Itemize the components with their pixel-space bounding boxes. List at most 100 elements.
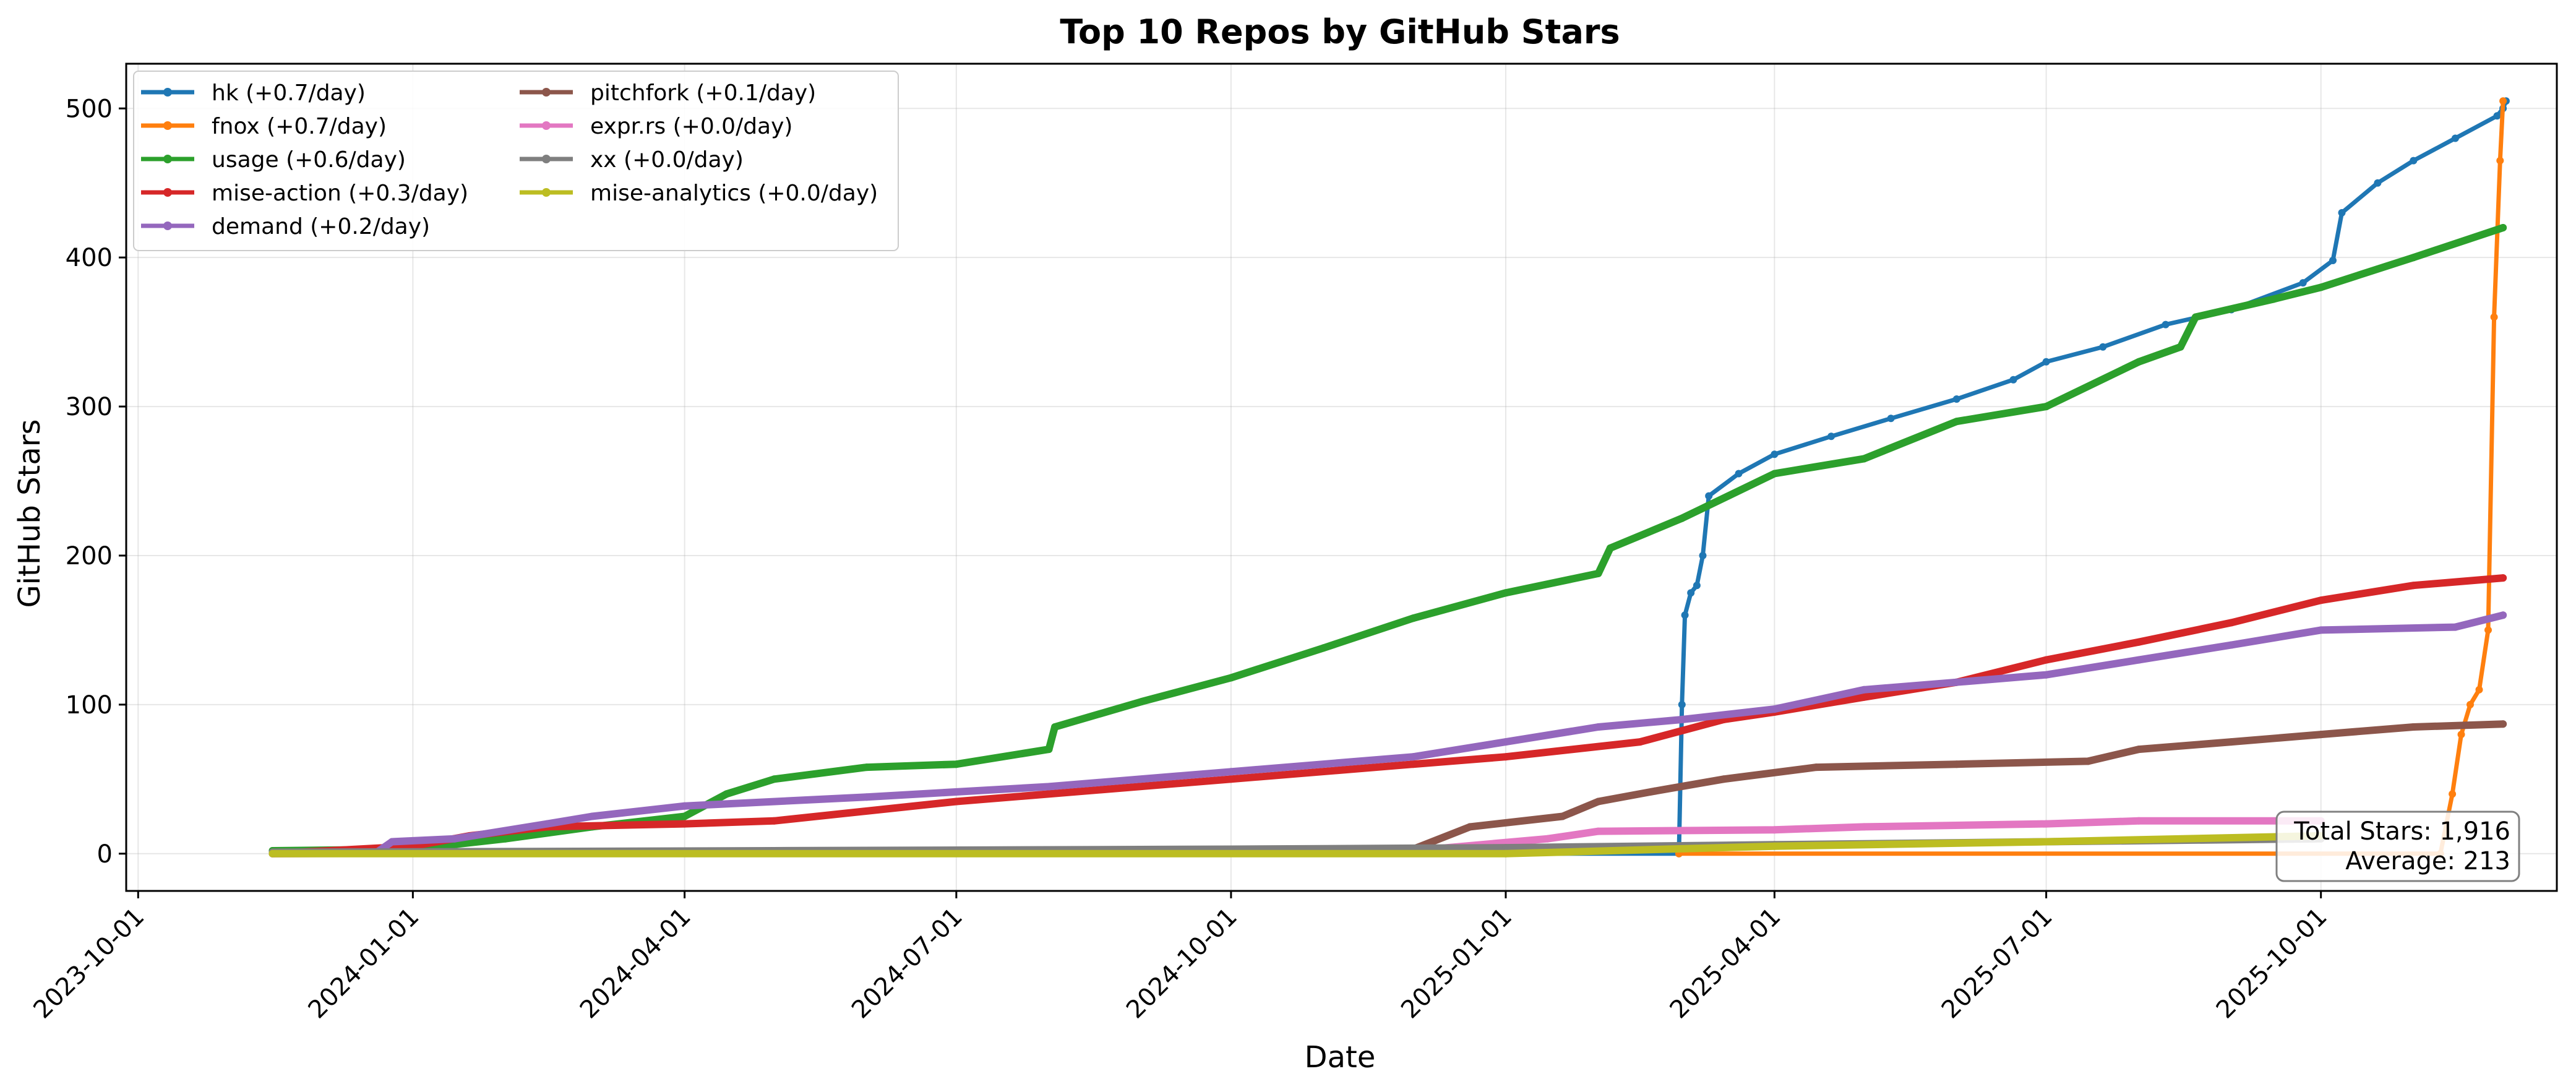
- data-point: [1699, 552, 1707, 559]
- legend-label: expr.rs (+0.0/day): [590, 114, 792, 139]
- data-point: [952, 798, 960, 806]
- legend-item: hk (+0.7/day): [141, 80, 366, 106]
- series-mise-action: [268, 574, 2507, 858]
- series-hk: [268, 97, 2510, 858]
- x-tick-label: 2024-04-01: [575, 903, 697, 1025]
- data-point: [2449, 790, 2457, 798]
- data-point: [2467, 700, 2474, 708]
- x-tick-label: 2025-04-01: [1665, 903, 1787, 1025]
- data-point: [1636, 738, 1644, 746]
- x-tick-label: 2024-01-01: [303, 903, 425, 1025]
- data-point: [1543, 835, 1552, 843]
- data-point: [388, 838, 396, 846]
- data-point: [1227, 674, 1235, 682]
- data-point: [2042, 358, 2050, 366]
- data-point: [1860, 455, 1868, 463]
- legend-marker: [163, 155, 172, 163]
- data-point: [2042, 671, 2050, 679]
- data-point: [2135, 746, 2143, 754]
- data-point: [1466, 823, 1474, 831]
- data-point: [2499, 224, 2507, 231]
- y-tick-label: 0: [97, 840, 113, 869]
- legend-frame: [133, 71, 899, 251]
- data-point: [863, 763, 870, 772]
- data-point: [450, 835, 458, 843]
- legend-marker: [163, 188, 172, 197]
- data-point: [1678, 514, 1686, 522]
- data-point: [2227, 738, 2235, 746]
- series-line: [1677, 98, 2505, 856]
- legend-marker: [542, 188, 551, 197]
- data-point: [1502, 849, 1509, 858]
- data-point: [1952, 678, 1960, 686]
- data-point: [2084, 757, 2092, 765]
- data-point: [2227, 641, 2235, 649]
- data-point: [1558, 812, 1566, 820]
- x-tick-label: 2025-10-01: [2211, 903, 2333, 1025]
- legend-item: xx (+0.0/day): [520, 147, 744, 173]
- legend-marker: [542, 121, 551, 130]
- data-point: [1771, 826, 1779, 834]
- legend-label: fnox (+0.7/day): [212, 114, 387, 139]
- data-point: [1502, 738, 1509, 746]
- data-point: [2009, 376, 2017, 384]
- series-line: [268, 720, 2507, 858]
- data-point: [770, 775, 778, 783]
- data-point: [2162, 320, 2170, 329]
- data-point: [1860, 823, 1868, 831]
- series-line: [268, 224, 2507, 854]
- data-point: [2099, 343, 2107, 351]
- data-point: [1860, 693, 1868, 701]
- data-point: [1693, 582, 1701, 590]
- data-point: [2499, 574, 2507, 582]
- y-tick-label: 400: [66, 244, 113, 272]
- data-point: [723, 790, 731, 798]
- data-point: [2499, 611, 2507, 619]
- data-point: [1678, 700, 1686, 708]
- data-point: [2176, 343, 2184, 351]
- data-point: [502, 835, 509, 843]
- data-point: [1952, 760, 1960, 768]
- data-point: [2299, 279, 2307, 287]
- data-point: [1045, 746, 1053, 754]
- data-point: [2499, 97, 2507, 105]
- data-point: [1409, 753, 1417, 761]
- series-pitchfork: [268, 720, 2507, 858]
- data-point: [2269, 295, 2277, 303]
- data-point: [952, 760, 960, 768]
- data-point: [2410, 582, 2418, 590]
- annotation-line: Total Stars: 1,916: [2293, 817, 2510, 846]
- data-point: [543, 820, 551, 828]
- x-tick-label: 2023-10-01: [28, 903, 150, 1025]
- series-usage: [268, 224, 2507, 854]
- legend-marker: [163, 121, 172, 130]
- data-point: [2451, 134, 2459, 142]
- data-point: [1594, 569, 1602, 577]
- chart-title: Top 10 Repos by GitHub Stars: [1060, 12, 1620, 51]
- plot-frame: [125, 62, 2558, 892]
- y-tick-label: 300: [66, 393, 113, 421]
- legend-item: demand (+0.2/day): [141, 214, 430, 239]
- data-point: [1771, 470, 1779, 478]
- data-point: [1502, 844, 1509, 852]
- data-point: [2457, 731, 2465, 739]
- series-layer: [268, 97, 2510, 858]
- legend-item: expr.rs (+0.0/day): [520, 114, 792, 139]
- legend-label: hk (+0.7/day): [212, 80, 366, 106]
- data-point: [1227, 768, 1235, 776]
- data-point: [268, 849, 277, 858]
- data-point: [1227, 775, 1235, 783]
- y-tick-label: 100: [66, 691, 113, 720]
- data-point: [680, 820, 689, 828]
- x-tick-label: 2025-07-01: [1936, 903, 2058, 1025]
- data-point: [2496, 157, 2504, 165]
- data-point: [2499, 720, 2507, 728]
- data-point: [1320, 644, 1328, 652]
- legend-item: pitchfork (+0.1/day): [520, 80, 816, 106]
- data-point: [2410, 254, 2418, 262]
- data-point: [1952, 395, 1960, 403]
- series-demand: [268, 611, 2507, 858]
- data-point: [1771, 450, 1779, 458]
- y-axis-label: GitHub Stars: [12, 419, 47, 608]
- legend-label: pitchfork (+0.1/day): [590, 80, 816, 106]
